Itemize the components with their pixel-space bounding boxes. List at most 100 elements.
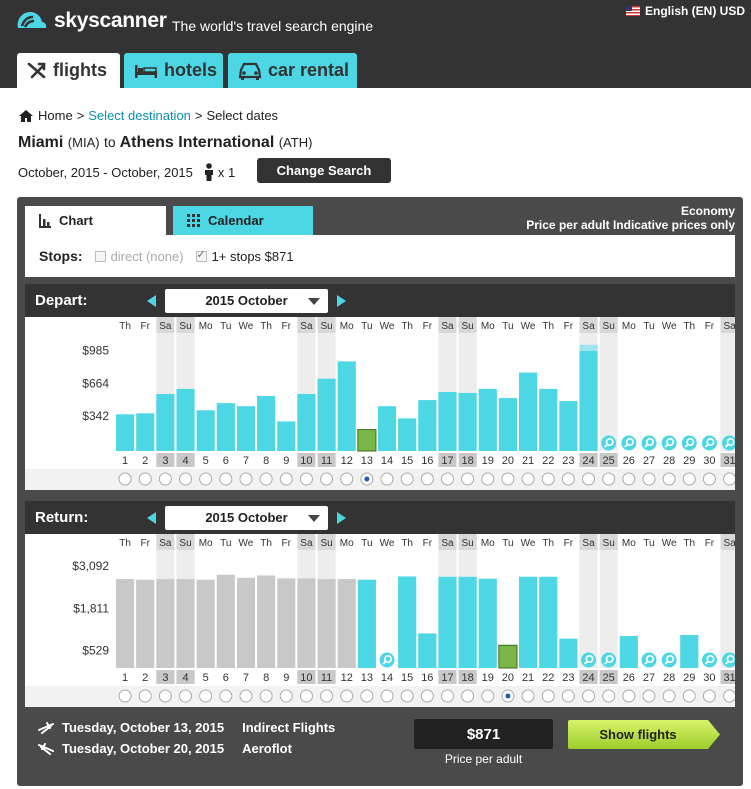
day-radio[interactable] [380, 689, 394, 703]
home-icon[interactable] [18, 109, 34, 123]
change-search-button[interactable]: Change Search [257, 158, 391, 183]
price-bar[interactable] [539, 388, 558, 451]
price-bar[interactable] [116, 414, 135, 451]
price-bar[interactable] [418, 400, 437, 451]
tab-calendar[interactable]: Calendar [173, 206, 313, 235]
day-radio[interactable] [602, 472, 616, 486]
price-bar[interactable] [478, 578, 497, 668]
day-radio[interactable] [179, 689, 193, 703]
day-radio[interactable] [380, 472, 394, 486]
day-radio[interactable] [420, 689, 434, 703]
search-day-magnifier-icon[interactable] [661, 435, 677, 451]
skyscanner-logo[interactable]: skyscanner [14, 6, 167, 36]
search-day-magnifier-icon[interactable] [722, 652, 738, 668]
price-bar-unavailable[interactable] [136, 579, 155, 668]
price-bar[interactable] [196, 410, 215, 451]
price-bar-unavailable[interactable] [216, 574, 235, 668]
search-day-magnifier-icon[interactable] [641, 652, 657, 668]
price-bar[interactable] [458, 392, 477, 451]
tab-chart[interactable]: Chart [25, 206, 166, 235]
tab-hotels[interactable]: hotels [124, 53, 223, 88]
day-radio[interactable] [158, 689, 172, 703]
price-bar-unavailable[interactable] [277, 578, 296, 668]
price-bar[interactable] [398, 576, 417, 668]
price-bar-unavailable[interactable] [297, 578, 316, 668]
breadcrumb-select-destination[interactable]: Select destination [88, 108, 191, 123]
day-radio[interactable] [440, 689, 454, 703]
day-radio[interactable] [541, 689, 555, 703]
day-radio[interactable] [682, 689, 696, 703]
day-radio[interactable] [662, 472, 676, 486]
return-next-month-arrow-icon[interactable] [337, 511, 346, 524]
day-radio[interactable] [320, 689, 334, 703]
price-bar[interactable] [539, 576, 558, 668]
day-radio[interactable] [279, 472, 293, 486]
day-radio[interactable] [400, 472, 414, 486]
day-radio[interactable] [582, 689, 596, 703]
price-bar[interactable] [619, 636, 638, 668]
stop-one-plus-option[interactable]: 1+ stops $871 [195, 248, 294, 264]
day-radio[interactable] [340, 472, 354, 486]
day-radio[interactable] [340, 689, 354, 703]
day-radio[interactable] [622, 472, 636, 486]
price-bar[interactable] [438, 391, 457, 451]
day-radio[interactable] [521, 689, 535, 703]
day-radio[interactable] [622, 689, 636, 703]
price-bar[interactable] [377, 406, 397, 451]
price-bar[interactable] [559, 401, 578, 451]
day-radio[interactable] [582, 472, 596, 486]
price-bar[interactable] [337, 361, 356, 451]
price-bar[interactable] [478, 388, 497, 451]
day-radio[interactable] [561, 689, 575, 703]
price-bar[interactable] [458, 576, 477, 668]
price-bar-unavailable[interactable] [236, 577, 256, 668]
search-day-magnifier-icon[interactable] [681, 435, 697, 451]
day-radio[interactable] [461, 472, 475, 486]
search-day-magnifier-icon[interactable] [641, 435, 657, 451]
price-bar[interactable] [559, 638, 578, 668]
day-radio[interactable] [501, 472, 515, 486]
day-radio[interactable] [299, 472, 313, 486]
depart-month-select[interactable]: 2015 October [165, 288, 328, 313]
search-day-magnifier-icon[interactable] [581, 652, 597, 668]
price-bar-unavailable[interactable] [116, 579, 135, 668]
price-bar[interactable] [680, 635, 699, 668]
price-bar[interactable] [357, 579, 376, 668]
day-radio[interactable] [481, 689, 495, 703]
day-radio[interactable] [118, 689, 132, 703]
day-radio[interactable] [461, 689, 475, 703]
day-radio[interactable] [440, 472, 454, 486]
price-bar-unavailable[interactable] [156, 579, 175, 668]
search-day-magnifier-icon[interactable] [661, 652, 677, 668]
price-bar[interactable] [257, 396, 276, 451]
price-bar[interactable] [519, 372, 538, 451]
price-bar[interactable] [438, 576, 457, 668]
price-bar[interactable] [136, 413, 155, 451]
price-bar-unavailable[interactable] [257, 575, 276, 668]
price-bar[interactable] [579, 350, 598, 451]
price-bar[interactable] [236, 406, 256, 451]
day-radio[interactable] [521, 472, 535, 486]
day-radio[interactable] [602, 689, 616, 703]
day-radio[interactable] [541, 472, 555, 486]
search-day-magnifier-icon[interactable] [701, 652, 717, 668]
price-bar[interactable] [216, 403, 235, 451]
show-flights-button[interactable]: Show flights [568, 720, 720, 749]
day-radio[interactable] [199, 472, 213, 486]
tab-flights[interactable]: flights [17, 53, 120, 88]
day-radio[interactable] [702, 472, 716, 486]
day-radio[interactable] [420, 472, 434, 486]
return-prev-month-arrow-icon[interactable] [147, 511, 156, 524]
price-bar[interactable] [498, 398, 517, 451]
day-radio[interactable] [642, 689, 656, 703]
search-day-magnifier-icon[interactable] [701, 435, 717, 451]
day-radio[interactable] [360, 689, 374, 703]
tab-car-rental[interactable]: car rental [228, 53, 357, 88]
day-radio[interactable] [259, 689, 273, 703]
day-radio[interactable] [723, 472, 737, 486]
day-radio[interactable] [299, 689, 313, 703]
price-bar-unavailable[interactable] [196, 579, 215, 668]
day-radio[interactable] [239, 689, 253, 703]
one-plus-checkbox[interactable] [195, 248, 207, 262]
price-bar[interactable] [297, 393, 316, 451]
